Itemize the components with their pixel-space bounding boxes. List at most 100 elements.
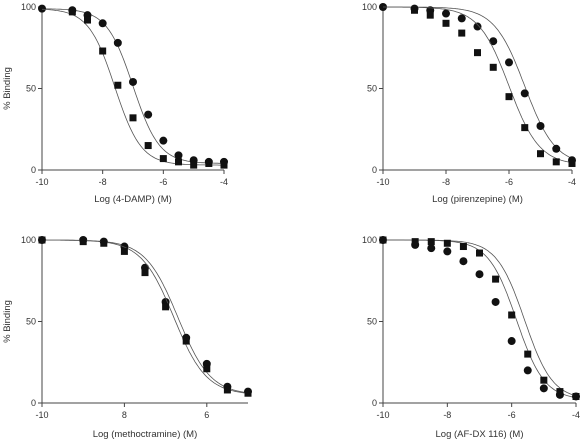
data-point-circle — [475, 270, 484, 279]
x-tick-label: -6 — [505, 177, 513, 187]
data-point-square — [427, 238, 435, 246]
data-point-circle — [489, 37, 498, 46]
data-point-square — [572, 392, 580, 400]
data-point-circle — [457, 14, 466, 23]
x-tick-label: -6 — [159, 177, 167, 187]
data-point-circle — [523, 366, 532, 375]
x-axis-label: Log (AF-DX 116) (M) — [436, 429, 524, 440]
data-point-square — [474, 49, 481, 57]
data-point-square — [68, 8, 76, 16]
y-tick-label: 0 — [31, 165, 36, 175]
data-point-square — [220, 161, 228, 169]
x-tick-label: 6 — [204, 410, 209, 420]
data-point-circle — [427, 244, 436, 253]
data-point-square — [100, 239, 108, 247]
data-point-circle — [507, 337, 516, 346]
x-axis-label: Log (methoctramine) (M) — [93, 429, 198, 440]
data-point-square — [38, 236, 46, 244]
data-point-circle — [505, 58, 513, 67]
x-tick-label: -6 — [508, 410, 516, 420]
x-tick-label: -10 — [376, 177, 389, 187]
data-point-circle — [473, 22, 482, 31]
x-axis-label: Log (4-DAMP) (M) — [94, 194, 172, 205]
data-point-circle — [38, 4, 46, 13]
data-point-circle — [174, 151, 183, 160]
x-tick-label: -4 — [568, 177, 576, 187]
y-tick-label: 0 — [31, 398, 36, 408]
data-point-square — [556, 388, 564, 396]
data-point-square — [552, 158, 560, 166]
data-point-square — [99, 47, 107, 55]
data-point-square — [205, 159, 213, 167]
y-tick-label: 50 — [26, 317, 36, 327]
data-point-square — [492, 275, 500, 283]
data-point-square — [120, 247, 128, 255]
data-point-square — [458, 29, 466, 37]
panel-3: 0 50 100 -10 8 6 Log (methoctramine) (M) % Bind… — [2, 235, 252, 440]
y-tick-label: 50 — [367, 84, 377, 94]
data-point-square — [489, 63, 497, 71]
data-point-square — [426, 11, 434, 19]
x-tick-label: -4 — [572, 410, 580, 420]
x-tick-label: -10 — [35, 410, 48, 420]
y-tick-label: 0 — [372, 165, 377, 175]
data-point-square — [162, 303, 170, 311]
fit-curve-square — [383, 239, 577, 397]
y-axis-label: % Binding — [2, 67, 13, 110]
data-point-square — [521, 124, 529, 132]
data-point-circle — [98, 19, 107, 28]
panel-1: 0 50 100 -10 -8 -6 -4 Log (4-DAMP) (M) % Binding — [2, 2, 228, 205]
fit-curve-square — [41, 239, 249, 394]
data-point-circle — [552, 144, 561, 153]
data-point-square — [505, 93, 513, 101]
data-point-square — [244, 389, 252, 397]
data-point-square — [411, 6, 418, 14]
panel-2: 0 50 100 -10 -8 -6 -4 Log (pirenzepine) (M) — [362, 2, 576, 205]
data-point-square — [114, 81, 122, 89]
data-point-circle — [520, 89, 529, 98]
data-point-square — [508, 311, 516, 319]
y-tick-label: 100 — [21, 2, 36, 12]
y-tick-label: 100 — [21, 235, 36, 245]
data-point-square — [459, 243, 467, 251]
data-point-square — [182, 337, 190, 345]
data-point-circle — [442, 9, 450, 18]
y-tick-label: 100 — [362, 235, 377, 245]
data-point-circle — [459, 257, 468, 266]
x-axis-label: Log (pirenzepine) (M) — [432, 194, 523, 205]
data-point-square — [379, 236, 387, 244]
data-point-square — [540, 376, 548, 384]
data-point-square — [411, 238, 419, 246]
data-point-square — [442, 19, 450, 27]
panel-4: 0 50 100 -10 -8 -6 -4 Log (AF-DX 116) (M) — [362, 235, 580, 440]
data-point-circle — [144, 110, 153, 119]
data-point-square — [223, 386, 231, 394]
y-axis-label: % Binding — [2, 300, 13, 343]
data-point-circle — [539, 384, 548, 393]
data-point-square — [129, 114, 137, 122]
x-tick-label: -8 — [99, 177, 107, 187]
data-point-circle — [491, 297, 500, 306]
data-point-square — [175, 158, 182, 166]
x-tick-label: -4 — [220, 177, 228, 187]
data-point-square — [568, 159, 576, 167]
data-point-square — [159, 155, 167, 163]
x-tick-label: 8 — [122, 410, 127, 420]
data-point-square — [476, 249, 483, 257]
x-tick-label: -10 — [35, 177, 48, 187]
data-point-square — [144, 142, 152, 150]
x-tick-label: -8 — [443, 410, 451, 420]
x-tick-label: -8 — [442, 177, 450, 187]
data-point-square — [443, 239, 451, 247]
y-tick-label: 0 — [372, 398, 377, 408]
data-point-circle — [443, 247, 452, 256]
x-tick-label: -10 — [376, 410, 389, 420]
data-point-circle — [113, 38, 122, 47]
data-point-square — [84, 16, 91, 24]
data-point-circle — [536, 121, 545, 130]
y-tick-label: 50 — [26, 84, 36, 94]
data-point-square — [190, 161, 198, 169]
fit-curve-circle — [42, 8, 224, 164]
y-tick-label: 100 — [362, 2, 377, 12]
